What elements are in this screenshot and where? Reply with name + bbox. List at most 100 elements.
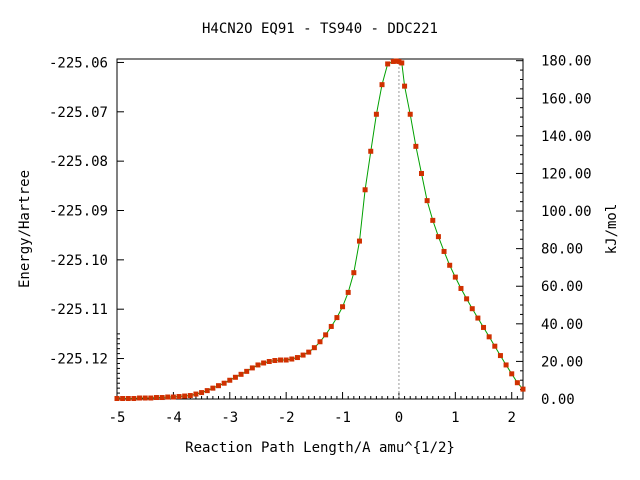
- y-tick-label: -225.07: [49, 105, 108, 121]
- data-point: [413, 143, 419, 149]
- data-point: [486, 334, 492, 340]
- data-point: [216, 383, 221, 389]
- data-point: [328, 323, 334, 329]
- data-point: [300, 352, 306, 358]
- data-point: [199, 390, 205, 396]
- data-point: [137, 395, 143, 401]
- data-point: [447, 262, 453, 268]
- data-point: [159, 395, 165, 401]
- data-point: [170, 394, 176, 400]
- data-point: [278, 357, 284, 363]
- data-point: [368, 148, 374, 154]
- data-point: [193, 391, 199, 397]
- data-point: [227, 377, 233, 383]
- y2-tick-label: 20.00: [541, 354, 583, 370]
- data-point: [407, 111, 413, 117]
- data-point: [503, 362, 509, 368]
- data-point: [294, 355, 300, 361]
- x-tick-label: -5: [109, 410, 126, 426]
- data-point: [255, 362, 261, 368]
- x-tick-label: -2: [278, 410, 295, 426]
- data-point: [514, 380, 520, 386]
- data-point: [142, 395, 148, 401]
- y-tick-label: -225.10: [49, 253, 108, 269]
- data-point: [261, 360, 267, 366]
- data-point: [334, 315, 340, 321]
- data-point: [481, 324, 487, 330]
- data-point: [435, 234, 441, 240]
- y-tick-label: -225.09: [49, 203, 108, 219]
- x-tick-label: -3: [221, 410, 238, 426]
- x-tick-label: -4: [165, 410, 182, 426]
- data-point: [385, 61, 391, 67]
- data-point: [165, 394, 171, 400]
- y-tick-label: -225.12: [49, 352, 108, 368]
- y2-tick-label: 160.00: [541, 91, 592, 107]
- energy-curve: [117, 60, 524, 399]
- data-point: [148, 395, 154, 401]
- data-point: [125, 396, 131, 402]
- data-point: [289, 356, 295, 362]
- data-point: [283, 357, 289, 363]
- data-point: [469, 306, 475, 312]
- y-axis-label: Energy/Hartree: [17, 170, 33, 288]
- y2-tick-label: 60.00: [541, 279, 583, 295]
- data-point: [131, 396, 137, 402]
- axis-ticks: -5 -4 -3 -2 -1 0 1 2 -225.06 -225.07 -225.08 -225.0…: [49, 54, 592, 426]
- data-point: [379, 82, 385, 88]
- data-point: [351, 270, 357, 276]
- data-point: [221, 380, 227, 386]
- y-tick-label: -225.06: [49, 55, 108, 71]
- data-point: [244, 368, 250, 374]
- y2-tick-label: 40.00: [541, 317, 583, 333]
- data-point: [153, 395, 159, 401]
- data-point: [509, 371, 515, 377]
- x-tick-label: 1: [451, 410, 459, 426]
- chart-title: H4CN2O EQ91 - TS940 - DDC221: [202, 21, 438, 37]
- data-point: [464, 296, 470, 302]
- data-point: [306, 349, 312, 355]
- y2-axis-label: kJ/mol: [604, 204, 620, 255]
- data-point: [441, 248, 447, 254]
- data-point: [210, 385, 216, 391]
- data-point: [393, 58, 399, 64]
- data-point: [323, 332, 329, 338]
- data-point: [238, 371, 244, 377]
- data-point: [419, 170, 424, 176]
- y-tick-label: -225.08: [49, 154, 108, 170]
- data-point: [390, 58, 396, 64]
- energy-curve-layer: [117, 60, 524, 399]
- data-point: [345, 289, 351, 295]
- data-point: [373, 111, 379, 117]
- data-point: [266, 358, 272, 364]
- data-point: [452, 274, 458, 280]
- data-point: [187, 393, 193, 399]
- data-point: [520, 386, 526, 392]
- data-point: [114, 396, 120, 402]
- y2-tick-label: 0.00: [541, 392, 575, 408]
- data-point: [311, 345, 317, 351]
- data-point: [356, 238, 362, 244]
- x-tick-label: -1: [334, 410, 351, 426]
- data-point: [120, 396, 126, 402]
- data-points-layer: [114, 58, 526, 402]
- data-point: [497, 353, 503, 359]
- data-point: [430, 217, 436, 223]
- data-point: [232, 374, 238, 380]
- data-point: [458, 285, 464, 291]
- y2-tick-label: 140.00: [541, 129, 592, 145]
- x-tick-label: 0: [395, 410, 403, 426]
- y2-tick-label: 180.00: [541, 54, 592, 70]
- x-tick-label: 2: [508, 410, 516, 426]
- y2-tick-label: 80.00: [541, 242, 583, 258]
- data-point: [204, 388, 210, 394]
- data-point: [362, 187, 368, 193]
- data-point: [182, 393, 188, 399]
- data-point: [317, 339, 323, 345]
- data-point: [399, 60, 405, 66]
- data-point: [249, 365, 255, 371]
- x-axis-label: Reaction Path Length/A amu^{1/2}: [185, 440, 455, 456]
- data-point: [402, 83, 408, 89]
- y-tick-label: -225.11: [49, 302, 108, 318]
